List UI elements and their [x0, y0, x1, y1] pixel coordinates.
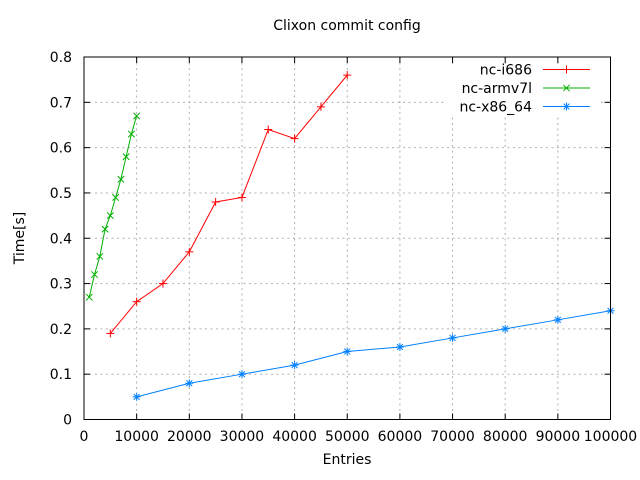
- marker-stroke: [186, 379, 193, 387]
- series-nc-x86_64: [132, 306, 615, 401]
- marker-stroke: [127, 130, 135, 138]
- legend-entry-nc-i686: nc-i686: [480, 63, 590, 79]
- data-point-marker-plus: [132, 297, 141, 306]
- y-tick-label: 0.1: [50, 367, 72, 383]
- data-point-marker-asterisk: [501, 324, 510, 333]
- data-point-marker-cross: [122, 153, 130, 161]
- data-point-marker-cross: [112, 193, 120, 202]
- data-point-marker-cross: [101, 225, 109, 233]
- legend-entry-nc-x86_64: nc-x86_64: [459, 100, 590, 116]
- data-point-marker-cross: [96, 252, 104, 260]
- marker-stroke: [554, 316, 562, 324]
- series-nc-armv7l: [85, 112, 141, 301]
- data-point-marker-plus: [264, 125, 273, 134]
- x-tick-label: 40000: [272, 429, 317, 445]
- data-point-marker-cross: [562, 84, 571, 92]
- data-point-marker-asterisk: [290, 361, 299, 370]
- marker-stroke: [396, 343, 404, 351]
- marker-stroke: [501, 325, 509, 333]
- marker-stroke: [117, 175, 125, 183]
- data-point-marker-plus: [316, 102, 325, 111]
- x-axis-label: Entries: [323, 452, 372, 468]
- legend-entry-nc-armv7l: nc-armv7l: [462, 81, 590, 97]
- x-tick-label: 80000: [483, 429, 528, 445]
- x-tick-label: 50000: [325, 429, 370, 445]
- y-tick-label: 0.3: [50, 277, 72, 293]
- data-point-marker-asterisk: [448, 333, 457, 342]
- y-tick-label: 0: [63, 413, 72, 429]
- x-tick-label: 30000: [220, 429, 265, 445]
- data-point-marker-plus: [237, 193, 246, 202]
- data-point-marker-plus: [211, 198, 220, 206]
- marker-stroke: [90, 270, 99, 279]
- series-line: [88, 115, 138, 298]
- data-point-marker-plus: [343, 71, 352, 80]
- axis-layer: 0 10000 20000 30000 40000 50000 60000 70000 8000…: [50, 50, 637, 445]
- marker-stroke: [562, 84, 571, 92]
- legend: nc-i686 nc-armv7l nc-x86_64: [445, 63, 598, 116]
- marker-stroke: [133, 112, 141, 120]
- marker-stroke: [101, 225, 109, 233]
- data-point-marker-cross: [90, 270, 99, 279]
- marker-stroke: [343, 348, 351, 355]
- marker-stroke: [449, 334, 456, 342]
- marker-stroke: [112, 193, 120, 202]
- data-point-marker-cross: [106, 212, 114, 220]
- marker-stroke: [133, 393, 140, 401]
- data-point-marker-asterisk: [132, 392, 141, 401]
- data-point-marker-plus: [106, 329, 115, 338]
- y-tick-label: 0.4: [50, 231, 72, 247]
- marker-stroke: [106, 212, 114, 220]
- y-axis-label: Time[s]: [12, 212, 28, 265]
- x-tick-label: 10000: [114, 429, 159, 445]
- chart-title: Clixon commit config: [273, 18, 421, 34]
- y-tick-label: 0.2: [50, 322, 72, 338]
- legend-backing: [445, 64, 598, 116]
- series-line: [109, 74, 348, 334]
- data-point-marker-asterisk: [237, 370, 246, 379]
- series-nc-i686: [106, 71, 352, 338]
- marker-stroke: [96, 252, 104, 260]
- marker-stroke: [122, 153, 130, 161]
- y-tick-label: 0.8: [50, 50, 72, 66]
- marker-stroke: [291, 361, 298, 369]
- x-tick-label: 20000: [167, 429, 212, 445]
- marker-stroke: [238, 370, 246, 378]
- data-point-marker-asterisk: [553, 315, 562, 324]
- x-tick-label: 60000: [378, 429, 423, 445]
- x-tick-label: 100000: [584, 429, 637, 445]
- series-line: [136, 310, 611, 398]
- data-point-marker-cross: [85, 293, 93, 301]
- data-point-marker-cross: [117, 175, 125, 183]
- x-tick-label: 70000: [430, 429, 475, 445]
- data-point-marker-plus: [562, 65, 571, 74]
- y-tick-label: 0.5: [50, 186, 72, 202]
- data-point-marker-asterisk: [185, 379, 194, 388]
- y-tick-label: 0.7: [50, 95, 72, 111]
- x-tick-label: 0: [80, 429, 89, 445]
- data-point-marker-asterisk: [395, 343, 404, 351]
- data-point-marker-cross: [127, 130, 135, 138]
- data-point-marker-cross: [133, 112, 141, 120]
- data-point-marker-plus: [290, 134, 299, 143]
- marker-stroke: [563, 103, 570, 110]
- series-layer: [85, 71, 615, 401]
- data-point-marker-asterisk: [343, 347, 352, 356]
- data-point-marker-plus: [158, 279, 167, 288]
- legend-label: nc-x86_64: [459, 100, 532, 116]
- data-point-marker-asterisk: [562, 102, 571, 111]
- legend-label: nc-armv7l: [462, 81, 532, 97]
- x-tick-label: 90000: [536, 429, 581, 445]
- y-tick-label: 0.6: [50, 141, 72, 157]
- legend-label: nc-i686: [480, 63, 532, 79]
- data-point-marker-plus: [185, 247, 194, 256]
- marker-stroke: [85, 293, 93, 301]
